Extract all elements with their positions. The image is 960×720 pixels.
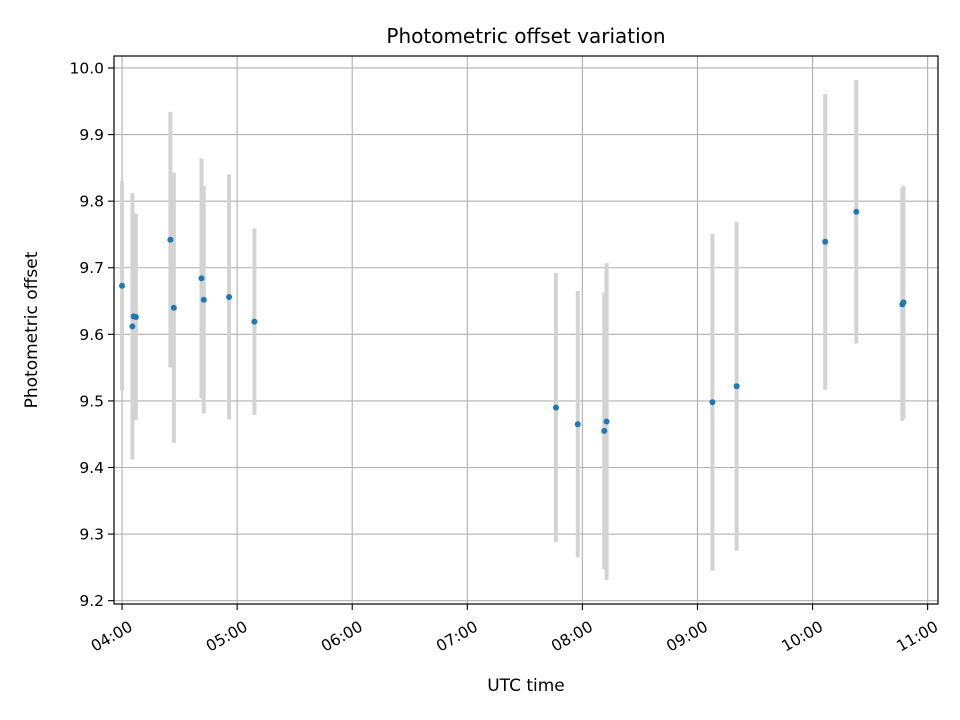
- y-tick-label: 9.5: [79, 392, 104, 410]
- data-point: [574, 421, 581, 428]
- grid-layer: [114, 56, 938, 604]
- data-point: [170, 304, 177, 311]
- data-point: [119, 282, 126, 289]
- y-tick-label: 9.7: [79, 259, 104, 277]
- y-tick-label: 10.0: [69, 59, 104, 77]
- chart-title: Photometric offset variation: [386, 24, 665, 48]
- data-point: [251, 318, 258, 325]
- y-tick-label: 9.4: [79, 459, 104, 477]
- y-tick-label: 9.6: [79, 326, 104, 344]
- plot-frame: [113, 55, 939, 605]
- y-tick-label: 9.3: [79, 526, 104, 544]
- data-point: [822, 238, 829, 245]
- data-point: [200, 296, 207, 303]
- y-tick-label: 9.9: [79, 126, 104, 144]
- data-point: [552, 404, 559, 411]
- y-tick-label: 9.2: [79, 592, 104, 610]
- y-axis-title: Photometric offset: [22, 251, 42, 408]
- data-point: [132, 314, 139, 321]
- data-point: [733, 383, 740, 390]
- data-point: [601, 427, 608, 434]
- data-point: [709, 399, 716, 406]
- data-point: [853, 208, 860, 215]
- y-tick-label: 9.8: [79, 193, 104, 211]
- data-point: [900, 299, 907, 306]
- x-axis-title: UTC time: [487, 676, 565, 696]
- data-point: [198, 275, 205, 282]
- data-point: [129, 323, 136, 330]
- point-layer: [119, 208, 907, 434]
- data-point: [167, 236, 174, 243]
- data-point: [603, 418, 610, 425]
- data-point: [226, 294, 233, 301]
